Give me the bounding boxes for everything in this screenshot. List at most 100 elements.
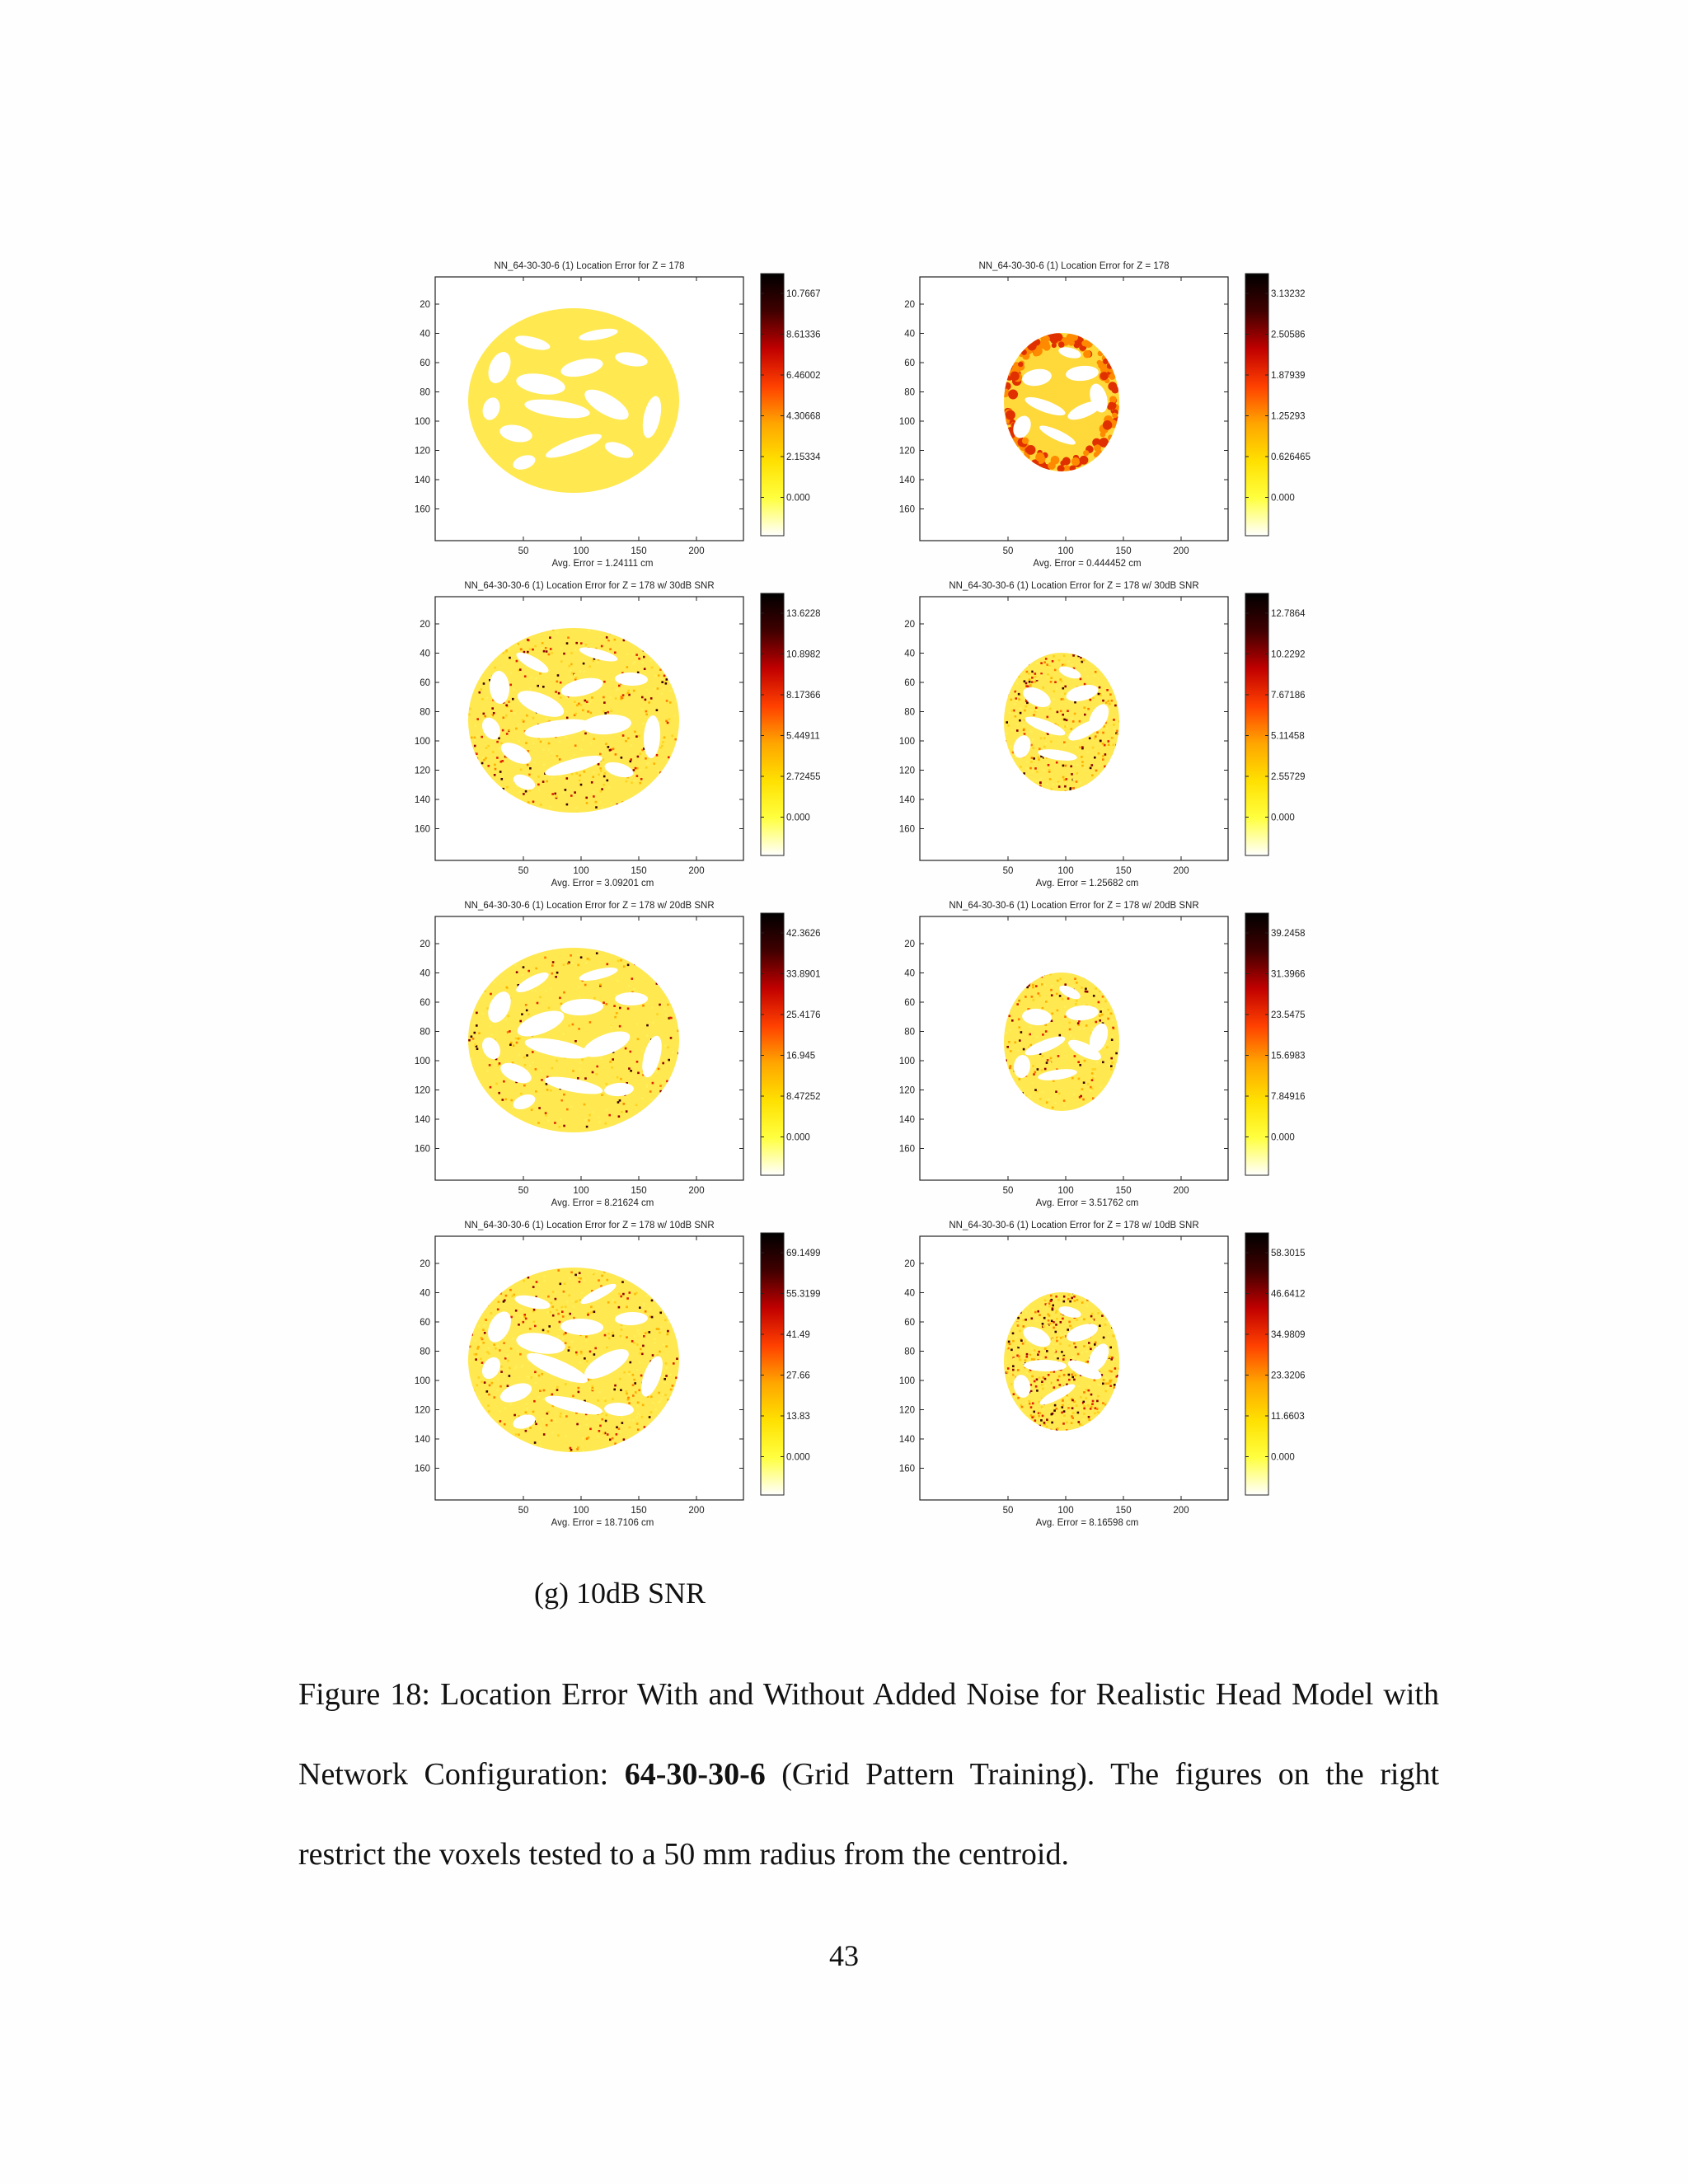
- colorbar-tick-label: 13.6228: [786, 609, 821, 619]
- y-tick-label: 120: [415, 766, 430, 776]
- colorbar: [1245, 273, 1269, 537]
- y-tick-label: 140: [899, 1435, 915, 1445]
- x-tick-label: 100: [573, 866, 588, 876]
- colorbar-tick-label: 2.72455: [786, 772, 821, 782]
- x-tick-label: 100: [573, 1186, 588, 1196]
- y-tick-label: 100: [415, 1376, 430, 1386]
- colorbar-tick-label: 27.66: [786, 1371, 810, 1381]
- colorbar-tick-label: 10.8982: [786, 650, 821, 660]
- y-tick-label: 60: [904, 998, 915, 1008]
- y-tick-label: 120: [899, 447, 915, 457]
- colorbar-tick-label: 2.55729: [1271, 772, 1306, 782]
- error-map: [468, 308, 679, 493]
- y-tick-label: 80: [420, 1347, 430, 1357]
- colorbar-tick-label: 6.46002: [786, 371, 821, 381]
- y-tick-label: 100: [899, 417, 915, 427]
- y-tick-label: 60: [420, 359, 430, 368]
- panel-2: NN_64-30-30-6 (1) Location Error for Z =…: [899, 261, 1311, 569]
- colorbar-tick-label: 39.2458: [1271, 929, 1306, 939]
- colorbar-tick-label: 23.5475: [1271, 1010, 1306, 1020]
- colorbar-tick-label: 55.3199: [786, 1290, 821, 1300]
- x-tick-label: 50: [518, 546, 529, 556]
- avg-error-label: Avg. Error = 1.25682 cm: [1036, 879, 1139, 888]
- colorbar: [1245, 912, 1269, 1176]
- avg-error-label: Avg. Error = 3.09201 cm: [551, 879, 654, 888]
- y-tick-label: 160: [415, 825, 430, 835]
- x-tick-label: 200: [688, 1186, 704, 1196]
- avg-error-label: Avg. Error = 3.51762 cm: [1036, 1198, 1139, 1208]
- x-tick-label: 150: [1115, 1506, 1131, 1516]
- y-tick-label: 140: [415, 795, 430, 805]
- colorbar-tick-label: 0.000: [786, 1453, 810, 1463]
- y-tick-label: 80: [420, 388, 430, 398]
- y-tick-label: 160: [899, 1465, 915, 1474]
- colorbar-tick-label: 2.50586: [1271, 330, 1306, 340]
- x-tick-label: 50: [1003, 546, 1014, 556]
- y-tick-label: 140: [415, 1115, 430, 1125]
- y-tick-label: 40: [904, 649, 915, 659]
- y-tick-label: 40: [420, 969, 430, 979]
- error-map: [468, 948, 679, 1132]
- colorbar-tick-label: 10.2292: [1271, 650, 1306, 660]
- y-tick-label: 40: [420, 1289, 430, 1299]
- y-tick-label: 160: [899, 825, 915, 835]
- colorbar: [1245, 1232, 1269, 1496]
- panel-title: NN_64-30-30-6 (1) Location Error for Z =…: [464, 581, 714, 591]
- x-tick-label: 100: [1057, 1506, 1073, 1516]
- x-tick-label: 200: [1173, 546, 1189, 556]
- y-tick-label: 100: [899, 1057, 915, 1066]
- colorbar-tick-label: 7.67186: [1271, 691, 1306, 701]
- y-tick-label: 20: [904, 620, 915, 630]
- avg-error-label: Avg. Error = 18.7106 cm: [551, 1518, 654, 1528]
- y-tick-label: 140: [415, 476, 430, 485]
- x-tick-label: 200: [688, 1506, 704, 1516]
- x-tick-label: 200: [1173, 1186, 1189, 1196]
- colorbar-tick-label: 8.47252: [786, 1092, 821, 1102]
- colorbar-tick-label: 23.3206: [1271, 1371, 1306, 1381]
- colorbar-tick-label: 0.000: [1271, 1133, 1295, 1143]
- y-tick-label: 120: [415, 1086, 430, 1096]
- colorbar-tick-label: 42.3626: [786, 929, 821, 939]
- x-tick-label: 50: [1003, 1506, 1014, 1516]
- colorbar-tick-label: 31.3966: [1271, 970, 1306, 980]
- colorbar-tick-label: 0.000: [786, 494, 810, 504]
- y-tick-label: 120: [899, 1406, 915, 1416]
- panel-title: NN_64-30-30-6 (1) Location Error for Z =…: [464, 1221, 714, 1230]
- colorbar-tick-label: 58.3015: [1271, 1249, 1306, 1258]
- x-tick-label: 150: [1115, 1186, 1131, 1196]
- colorbar-tick-label: 1.25293: [1271, 412, 1306, 422]
- caption-text-1: Figure 18: Location Error With and Witho…: [298, 1677, 1439, 1792]
- x-tick-label: 100: [1057, 1186, 1073, 1196]
- panel-8: NN_64-30-30-6 (1) Location Error for Z =…: [899, 1221, 1306, 1528]
- panel-4: NN_64-30-30-6 (1) Location Error for Z =…: [899, 581, 1306, 888]
- y-tick-label: 60: [420, 1318, 430, 1328]
- y-tick-label: 80: [904, 1347, 915, 1357]
- y-tick-label: 40: [420, 330, 430, 340]
- subfigure-label: (g) 10dB SNR: [534, 1577, 706, 1610]
- colorbar-tick-label: 7.84916: [1271, 1092, 1306, 1102]
- x-tick-label: 200: [1173, 866, 1189, 876]
- y-tick-label: 160: [899, 1145, 915, 1155]
- colorbar-tick-label: 41.49: [786, 1330, 810, 1340]
- x-tick-label: 50: [1003, 1186, 1014, 1196]
- y-tick-label: 120: [415, 447, 430, 457]
- colorbar-tick-label: 0.000: [786, 1133, 810, 1143]
- colorbar-tick-label: 12.7864: [1271, 609, 1306, 619]
- x-tick-label: 50: [518, 1506, 529, 1516]
- y-tick-label: 80: [420, 1028, 430, 1038]
- avg-error-label: Avg. Error = 8.16598 cm: [1036, 1518, 1139, 1528]
- colorbar: [760, 273, 785, 537]
- x-tick-label: 100: [1057, 546, 1073, 556]
- y-tick-label: 40: [420, 649, 430, 659]
- colorbar-tick-label: 3.13232: [1271, 289, 1306, 299]
- y-tick-label: 100: [415, 1057, 430, 1066]
- colorbar-tick-label: 13.83: [786, 1412, 810, 1422]
- page-number: 43: [829, 1939, 859, 1972]
- colorbar: [760, 1232, 785, 1496]
- colorbar-tick-label: 0.000: [1271, 1453, 1295, 1463]
- x-tick-label: 200: [688, 546, 704, 556]
- y-tick-label: 100: [415, 417, 430, 427]
- x-tick-label: 50: [518, 1186, 529, 1196]
- colorbar: [760, 912, 785, 1176]
- y-tick-label: 100: [899, 1376, 915, 1386]
